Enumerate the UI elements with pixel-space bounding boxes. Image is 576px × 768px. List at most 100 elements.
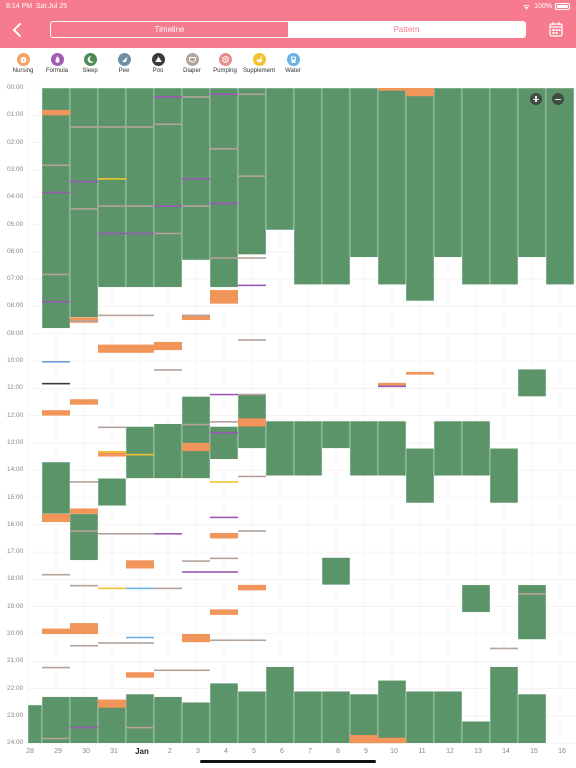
diaper-mark: [154, 369, 182, 371]
formula-mark: [70, 726, 98, 729]
y-tick-label: 21:00: [7, 657, 24, 665]
nursing-block: [238, 418, 266, 427]
nursing-block: [182, 634, 210, 643]
diaper-mark: [182, 669, 210, 672]
legend-label: Supplement: [242, 68, 276, 74]
sleep-block: [69, 87, 99, 318]
diaper-mark: [238, 475, 266, 478]
status-date-text: Sat Jul 25: [35, 3, 68, 10]
sleep-block: [461, 721, 491, 744]
zoom-out-button[interactable]: [552, 93, 564, 105]
legend-sleep[interactable]: Sleep: [70, 53, 110, 74]
y-tick-label: 03:00: [7, 165, 24, 173]
supplement-mark: [98, 587, 126, 590]
diaper-mark: [98, 426, 126, 429]
sleep-block: [461, 584, 491, 613]
y-tick-label: 07:00: [7, 275, 24, 283]
legend-pumping[interactable]: Pumping: [205, 53, 245, 74]
sleep-block: [489, 448, 519, 504]
x-tick-label: 2: [168, 748, 172, 755]
y-tick-label: 08:00: [7, 302, 24, 310]
x-tick-label: 4: [224, 748, 228, 755]
view-segmented-control: Timeline Pattern: [50, 21, 526, 38]
supplement-mark: [210, 481, 238, 483]
sleep-block: [321, 691, 351, 744]
diaper-mark: [238, 339, 266, 341]
nursing-block: [378, 737, 406, 744]
nursing-block: [210, 290, 238, 304]
calendar-icon: [549, 22, 563, 37]
y-tick-label: 23:00: [7, 711, 24, 719]
y-tick-label: 14:00: [7, 466, 24, 474]
nursing-block: [182, 314, 210, 321]
legend-nursing[interactable]: Nursing: [3, 53, 43, 74]
sleep-block: [461, 420, 491, 476]
nursing-block: [406, 88, 434, 97]
sleep-block: [349, 87, 379, 258]
nursing-block: [378, 382, 406, 386]
y-tick-label: 05:00: [7, 220, 24, 228]
sleep-block: [237, 393, 267, 449]
diaper-mark: [238, 393, 266, 396]
diaper-mark: [490, 647, 518, 650]
sleep-block: [433, 420, 463, 476]
x-tick-label: 10: [390, 748, 398, 755]
poo-mark: [42, 382, 70, 385]
tab-pattern[interactable]: Pattern: [288, 22, 525, 37]
sleep-block: [433, 87, 463, 258]
status-time: 8:14 PM Sat Jul 25: [6, 3, 67, 10]
nursing-block: [70, 623, 98, 634]
sleep-block: [377, 420, 407, 476]
legend-supplement[interactable]: Supplement: [239, 53, 279, 74]
formula-mark: [154, 532, 182, 535]
y-tick-label: 09:00: [7, 329, 24, 337]
diaper-mark: [210, 639, 238, 642]
diaper-mark: [238, 257, 266, 259]
legend-water[interactable]: Water: [273, 53, 313, 74]
y-tick-label: 01:00: [7, 111, 24, 119]
nursing-block: [378, 88, 406, 91]
diaper-mark: [154, 123, 182, 126]
nursing-block: [182, 442, 210, 452]
legend-formula[interactable]: Formula: [37, 53, 77, 74]
diaper-mark: [126, 642, 154, 644]
sleep-block: [69, 513, 99, 561]
calendar-button[interactable]: [549, 21, 563, 37]
x-tick-label: 14: [502, 748, 510, 755]
diaper-mark: [126, 532, 154, 535]
formula-mark: [378, 385, 406, 388]
nursing-block: [126, 560, 154, 569]
supplement-mark: [98, 451, 126, 453]
y-tick-label: 13:00: [7, 438, 24, 446]
nursing-block: [98, 699, 126, 708]
sleep-block: [405, 448, 435, 504]
nursing-block: [350, 735, 378, 744]
diaper-mark: [210, 257, 238, 259]
legend-poo[interactable]: Poo: [138, 53, 178, 74]
zoom-in-button[interactable]: [530, 93, 542, 105]
sleep-block: [69, 696, 99, 744]
y-tick-label: 19:00: [7, 602, 24, 610]
formula-mark: [210, 393, 238, 396]
formula-mark: [238, 284, 266, 287]
diaper-mark: [238, 175, 266, 177]
back-button[interactable]: [9, 20, 25, 40]
battery-percent: 100%: [534, 3, 552, 10]
diaper-icon: [185, 53, 199, 66]
x-tick-label: 11: [418, 748, 426, 755]
legend-label: Pumping: [213, 68, 237, 74]
pee-mark: [42, 361, 70, 363]
sleep-block: [209, 426, 239, 460]
legend-label: Sleep: [82, 68, 98, 74]
tab-timeline[interactable]: Timeline: [51, 22, 288, 37]
nursing-block: [210, 609, 238, 615]
sleep-block: [41, 461, 71, 515]
formula-mark: [154, 96, 182, 98]
status-indicators: 100%: [522, 3, 570, 10]
x-tick-label: 29: [54, 748, 62, 755]
legend-pee[interactable]: Pee: [104, 53, 144, 74]
diaper-mark: [42, 273, 70, 276]
nursing-block: [70, 317, 98, 323]
legend-diaper[interactable]: Diaper: [172, 53, 212, 74]
